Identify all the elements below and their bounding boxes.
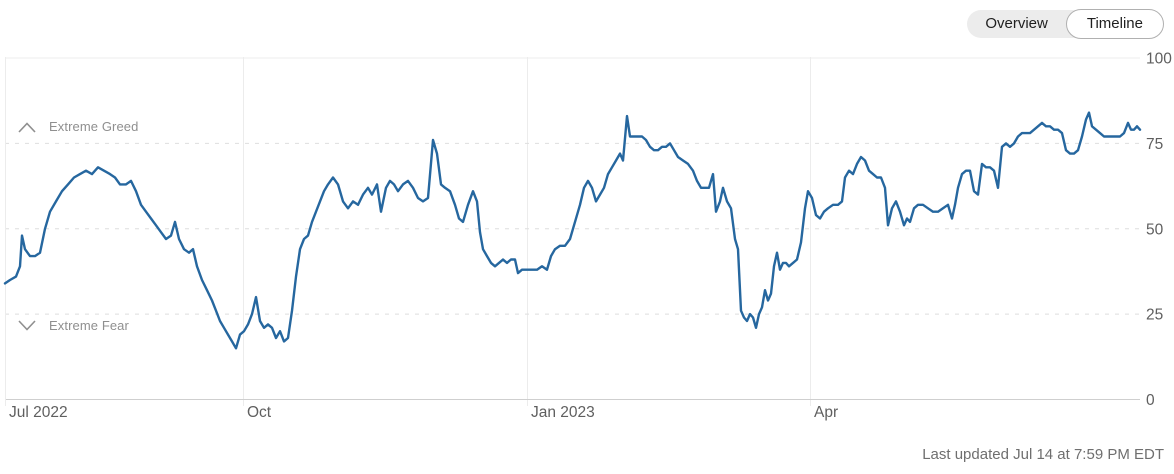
y-tick-label: 75	[1146, 136, 1163, 153]
view-toggle: Overview Timeline	[967, 9, 1164, 39]
extreme-greed-annotation: Extreme Greed	[17, 119, 138, 134]
x-tick-label: Jul 2022	[9, 404, 68, 421]
extreme-fear-label: Extreme Fear	[49, 318, 129, 333]
timeline-chart[interactable]: Jul 2022 Oct Jan 2023 Apr 0 25 50 75 100 Extreme…	[0, 0, 1174, 430]
chevron-up-icon	[18, 121, 36, 133]
extreme-greed-label: Extreme Greed	[49, 119, 139, 134]
chart-canvas[interactable]: Jul 2022 Oct Jan 2023 Apr 0 25 50 75 100	[0, 0, 1174, 430]
y-tick-label: 25	[1146, 307, 1163, 324]
toggle-overview-button[interactable]: Overview	[967, 10, 1066, 38]
x-tick-label: Jan 2023	[531, 404, 595, 421]
extreme-fear-annotation: Extreme Fear	[17, 318, 129, 333]
y-tick-label: 50	[1146, 221, 1164, 238]
chevron-down-icon	[18, 319, 36, 331]
last-updated-text: Last updated Jul 14 at 7:59 PM EDT	[922, 446, 1164, 463]
index-line	[3, 111, 1142, 350]
toggle-timeline-button[interactable]: Timeline	[1065, 9, 1164, 39]
y-tick-label: 0	[1146, 392, 1155, 409]
y-tick-label: 100	[1146, 51, 1172, 68]
x-tick-label: Oct	[247, 404, 272, 421]
x-tick-label: Apr	[814, 404, 838, 421]
